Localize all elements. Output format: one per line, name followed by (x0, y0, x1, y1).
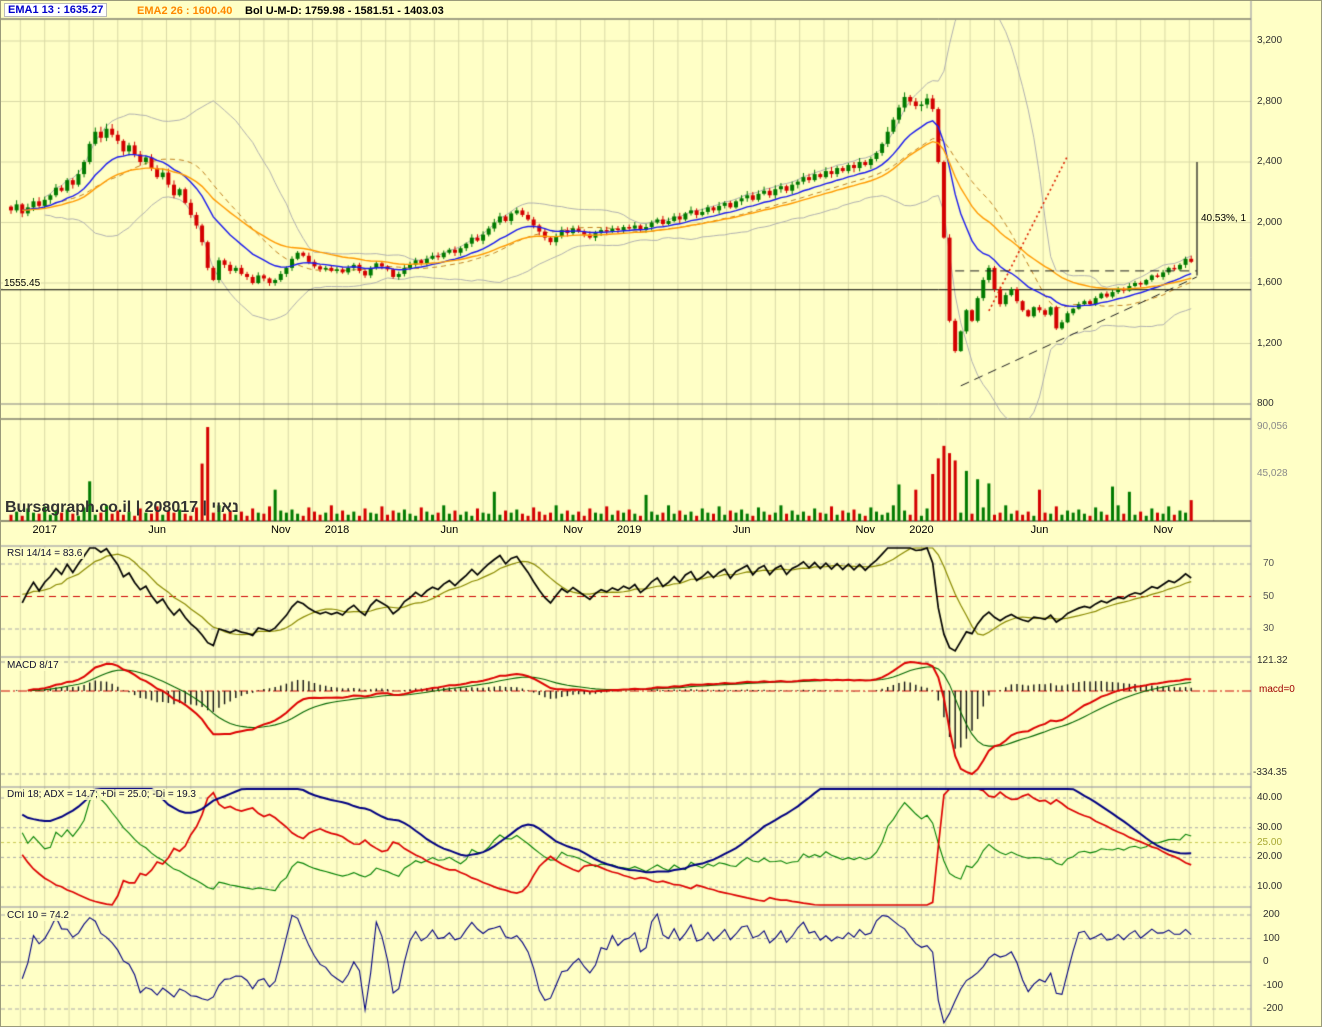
price-axis-tick: 1,600 (1257, 277, 1283, 288)
price-axis-tick: 2,400 (1257, 156, 1283, 167)
volume-axis-tick: 45,028 (1257, 467, 1288, 479)
time-axis-label: Jun (148, 524, 166, 536)
cci-panel-title: CCI 10 = 74.2 (5, 910, 71, 921)
volume-axis-tick: 90,056 (1257, 420, 1288, 432)
time-axis-label: 2020 (909, 524, 934, 536)
rsi-level-label: 70 (1263, 558, 1275, 569)
macd-panel-title: MACD 8/17 (5, 660, 61, 671)
macd-zero-label: macd=0 (1259, 684, 1295, 695)
macd-max-label: 121.32 (1257, 655, 1288, 666)
time-axis-label: Jun (1030, 524, 1049, 536)
watermark-brand: Bursagraph.co.il | 208017 | נאוי (5, 499, 239, 516)
time-axis-label: 2018 (324, 524, 350, 536)
cci-level-label: -100 (1263, 979, 1284, 991)
rsi-panel-title: RSI 14/14 = 83.6 (5, 548, 85, 559)
dmi-level-label: 40.00 (1257, 792, 1283, 803)
dmi-level-label: 25.00 (1257, 836, 1283, 848)
cci-level-label: 100 (1263, 932, 1280, 944)
ema1-legend: EMA1 13 : 1635.27 (4, 3, 108, 18)
price-level-label: 1555.45 (3, 278, 42, 289)
dmi-level-label: 10.00 (1257, 881, 1283, 893)
cci-level-label: 200 (1263, 909, 1280, 920)
dmi-panel-title: Dmi 18; ADX = 14.7; +Di = 25.0; -Di = 19… (5, 789, 198, 800)
dmi-level-label: 30.00 (1257, 821, 1283, 833)
bollinger-legend: Bol U-M-D: 1759.98 - 1581.51 - 1403.03 (245, 5, 444, 17)
ema2-legend: EMA2 26 : 1600.40 (137, 5, 233, 17)
macd-min-label: -334.35 (1253, 767, 1287, 778)
time-axis-label: Jun (440, 524, 459, 536)
time-axis-label: Jun (732, 524, 751, 536)
dmi-level-label: 20.00 (1257, 851, 1283, 863)
cci-level-label: -200 (1263, 1003, 1284, 1014)
time-axis-label: Nov (270, 524, 291, 536)
price-axis-tick: 800 (1257, 398, 1274, 409)
time-axis-label: Nov (855, 524, 876, 536)
rsi-level-label: 30 (1263, 623, 1275, 634)
time-axis-label: 2019 (616, 524, 642, 536)
price-axis-tick: 2,800 (1257, 95, 1283, 107)
cci-level-label: 0 (1263, 956, 1269, 967)
price-axis-tick: 2,000 (1257, 216, 1283, 228)
time-axis-label: 2017 (32, 524, 57, 536)
price-axis-tick: 1,200 (1257, 337, 1283, 349)
price-axis-tick: 3,200 (1257, 35, 1283, 46)
measure-annotation-label: 40.53%, 1 (1201, 213, 1247, 224)
time-axis-label: Nov (563, 524, 583, 536)
time-axis-label: Nov (1153, 524, 1173, 536)
rsi-level-label: 50 (1263, 590, 1275, 602)
